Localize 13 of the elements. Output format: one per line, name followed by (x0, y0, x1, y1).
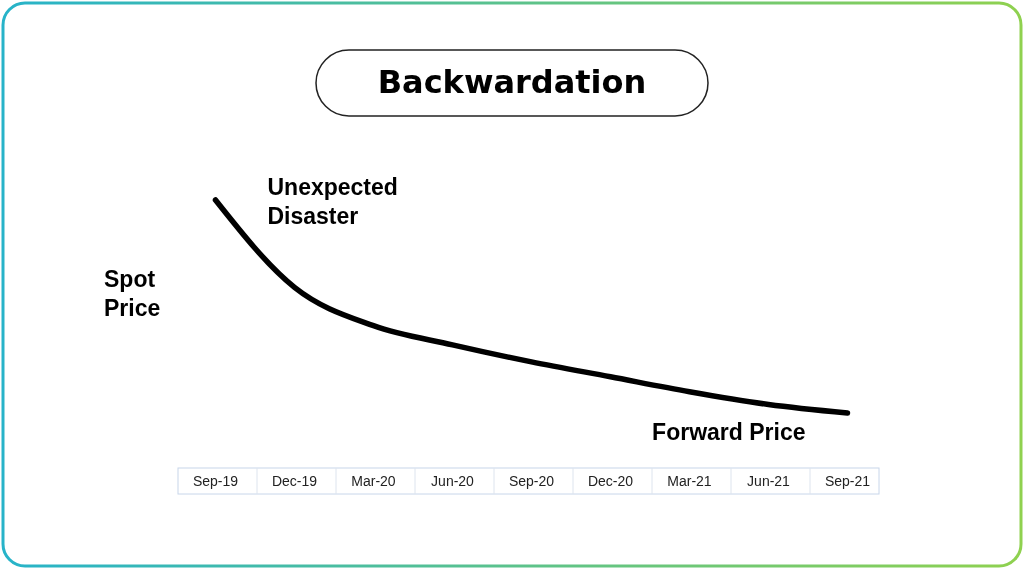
x-tick-label: Dec-20 (587, 473, 634, 489)
chart-title: Backwardation (377, 63, 647, 101)
x-tick-label: Sep-20 (508, 473, 555, 489)
x-tick-label: Sep-21 (824, 473, 871, 489)
x-tick-label: Sep-19 (192, 473, 239, 489)
annotation: Unexpected Disaster (267, 174, 398, 229)
x-tick-label: Jun-21 (747, 473, 791, 489)
x-tick-label: Dec-19 (271, 473, 318, 489)
text: Spot Price (104, 266, 161, 321)
x-tick-label: Mar-20 (351, 473, 396, 489)
annotation: Forward Price (652, 419, 806, 445)
x-tick-label: Mar-21 (667, 473, 712, 489)
x-tick-label: Jun-20 (431, 473, 475, 489)
